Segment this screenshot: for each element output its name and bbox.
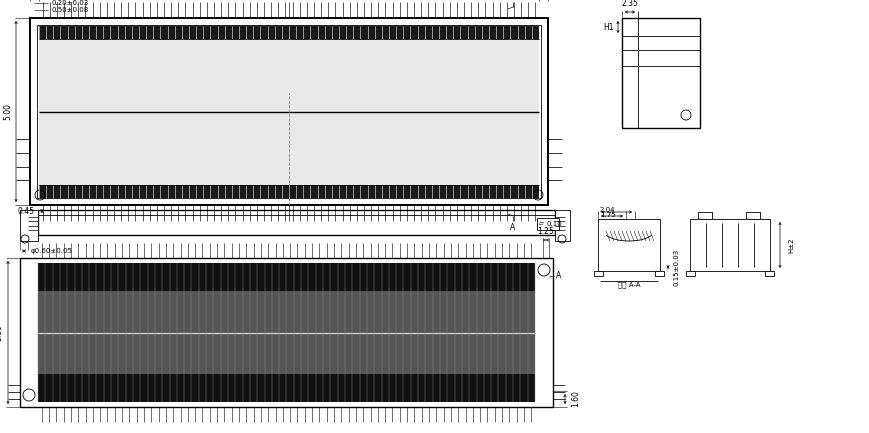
Bar <box>39 185 539 198</box>
Bar <box>39 39 539 185</box>
Text: 剩面 A-A: 剩面 A-A <box>617 282 640 288</box>
Text: 5.00: 5.00 <box>3 103 12 120</box>
Text: ▱: ▱ <box>539 222 543 226</box>
Text: 0.10: 0.10 <box>547 221 562 227</box>
Bar <box>20 258 553 407</box>
Text: 2.35: 2.35 <box>620 0 638 8</box>
Bar <box>554 210 569 241</box>
Bar <box>621 18 700 128</box>
Text: A: A <box>555 271 561 281</box>
Bar <box>37 25 541 198</box>
Bar <box>686 271 694 276</box>
Bar <box>20 210 38 241</box>
Bar <box>764 271 773 276</box>
Bar <box>38 263 534 291</box>
Text: 5.80: 5.80 <box>0 324 3 341</box>
Text: 1.25: 1.25 <box>537 227 554 236</box>
Text: 0.15±0.03: 0.15±0.03 <box>673 249 680 286</box>
Text: 0.20±0.03: 0.20±0.03 <box>52 0 90 6</box>
Bar <box>30 18 547 205</box>
Text: A: A <box>510 223 515 232</box>
Bar <box>38 374 534 402</box>
Text: 2.04: 2.04 <box>600 207 614 213</box>
Bar <box>536 218 559 230</box>
Bar <box>38 291 534 374</box>
Text: H±2: H±2 <box>787 237 793 253</box>
Text: 1.75: 1.75 <box>600 212 615 218</box>
Bar <box>745 212 760 219</box>
Bar <box>38 210 554 235</box>
Text: φ0.60±0.05: φ0.60±0.05 <box>31 248 73 254</box>
Text: 1.60: 1.60 <box>570 391 580 407</box>
Bar <box>654 271 663 276</box>
Bar <box>689 219 769 271</box>
Bar <box>697 212 711 219</box>
Bar <box>594 271 602 276</box>
Text: H1: H1 <box>603 23 614 32</box>
Text: 0.45: 0.45 <box>18 207 35 216</box>
Bar <box>39 26 539 39</box>
Bar <box>597 219 660 271</box>
Text: 0.50±0.08: 0.50±0.08 <box>52 7 90 13</box>
